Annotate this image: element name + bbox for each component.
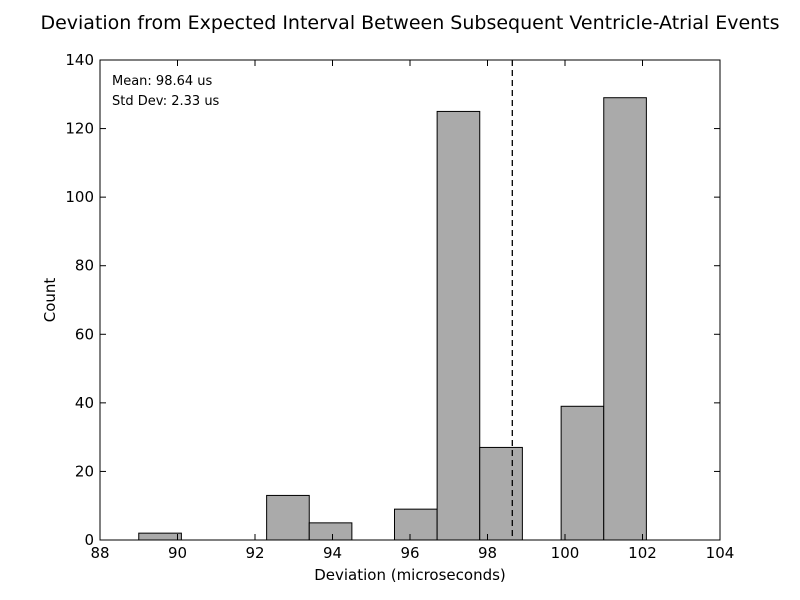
histogram-bar xyxy=(308,522,353,541)
mean-annotation: Mean: 98.64 us xyxy=(112,74,213,89)
x-tick-label: 96 xyxy=(400,544,419,562)
x-tick-label: 104 xyxy=(706,544,735,562)
histogram-bar xyxy=(138,532,182,541)
histogram-bar xyxy=(436,110,481,541)
y-tick-label: 100 xyxy=(65,188,94,206)
x-tick-label: 94 xyxy=(323,544,342,562)
histogram-bar xyxy=(603,97,647,541)
histogram-bar xyxy=(266,494,310,541)
y-tick-label: 40 xyxy=(75,394,94,412)
y-tick-label: 80 xyxy=(75,257,94,275)
x-tick-label: 102 xyxy=(628,544,657,562)
y-tick-label: 60 xyxy=(75,325,94,343)
std-annotation: Std Dev: 2.33 us xyxy=(112,94,220,109)
x-axis-ticks: 88 90 92 94 96 98 100 102 104 xyxy=(90,60,734,562)
y-axis-label: Count xyxy=(41,278,59,323)
y-tick-label: 120 xyxy=(65,120,94,138)
bars-group xyxy=(138,97,647,541)
x-tick-label: 100 xyxy=(551,544,580,562)
y-tick-label: 140 xyxy=(65,51,94,69)
x-tick-label: 88 xyxy=(90,544,109,562)
y-axis-ticks: 0 20 40 60 80 100 120 140 xyxy=(65,51,720,549)
histogram-bar xyxy=(479,446,523,541)
y-tick-label: 0 xyxy=(84,531,94,549)
y-tick-label: 20 xyxy=(75,462,94,480)
histogram-bar xyxy=(560,405,605,541)
histogram-bar xyxy=(394,508,438,541)
chart-title: Deviation from Expected Interval Between… xyxy=(40,12,779,34)
x-tick-label: 92 xyxy=(245,544,264,562)
x-axis-label: Deviation (microseconds) xyxy=(314,566,506,584)
x-tick-label: 98 xyxy=(478,544,497,562)
x-tick-label: 90 xyxy=(168,544,187,562)
